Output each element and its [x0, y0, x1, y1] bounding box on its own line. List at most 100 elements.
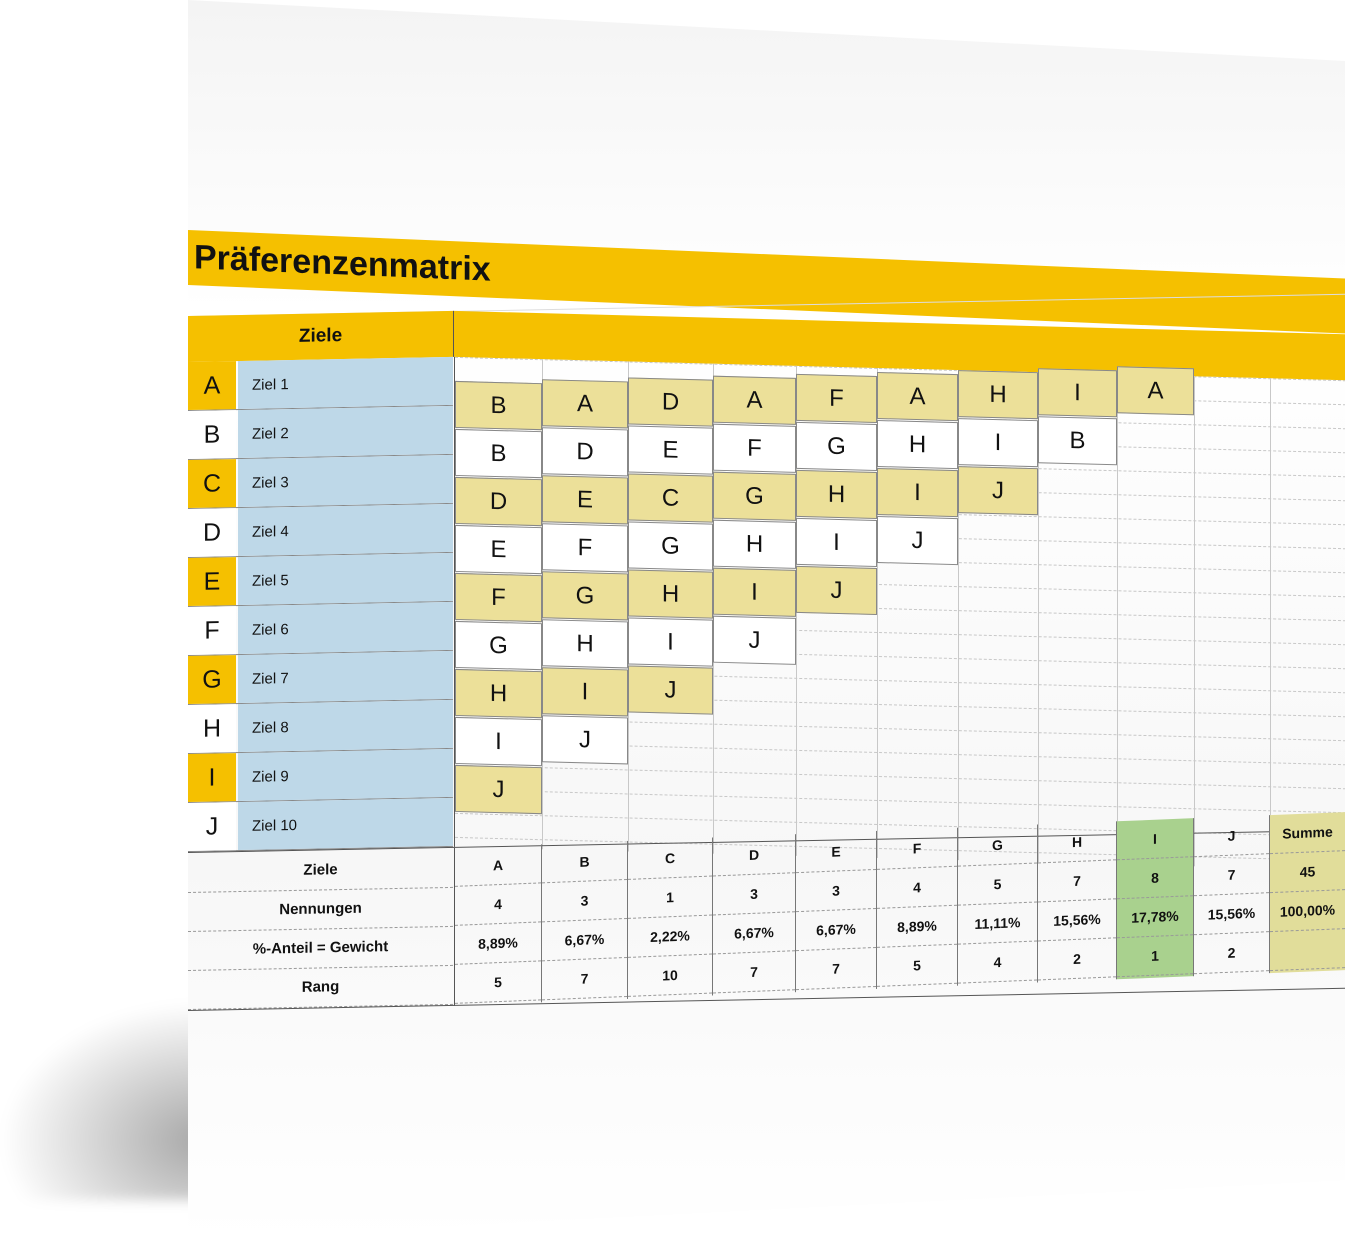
- goal-letter[interactable]: C: [188, 459, 236, 508]
- matrix-cell[interactable]: H: [542, 619, 628, 669]
- matrix-cell[interactable]: J: [877, 515, 958, 566]
- goal-letter[interactable]: G: [188, 655, 236, 704]
- matrix-cell[interactable]: I: [1038, 368, 1117, 418]
- matrix-cell[interactable]: H: [628, 569, 713, 619]
- matrix-cell[interactable]: A: [877, 371, 958, 422]
- goal-label[interactable]: Ziel 10: [238, 797, 453, 851]
- sum-cell-label[interactable]: Summe: [1270, 812, 1345, 855]
- summary-cell-ziel[interactable]: C: [628, 837, 712, 880]
- goal-label[interactable]: Ziel 3: [238, 454, 453, 508]
- summary-cell-ziel[interactable]: B: [542, 840, 627, 884]
- matrix-cell[interactable]: B: [455, 428, 542, 479]
- summary-cell-nennungen[interactable]: 3: [796, 869, 876, 913]
- goal-label[interactable]: Ziel 2: [238, 405, 453, 459]
- goal-label[interactable]: Ziel 7: [238, 650, 453, 704]
- summary-cell-nennungen[interactable]: 7: [1194, 854, 1269, 897]
- summary-cell-nennungen[interactable]: 1: [628, 876, 712, 919]
- matrix-cell[interactable]: F: [542, 523, 628, 573]
- matrix-cell[interactable]: G: [796, 421, 877, 471]
- matrix-cell[interactable]: E: [455, 524, 542, 575]
- matrix-cell[interactable]: G: [713, 471, 796, 521]
- matrix-cell[interactable]: D: [455, 476, 542, 527]
- matrix-cell[interactable]: A: [542, 379, 628, 429]
- matrix-cell[interactable]: H: [713, 519, 796, 569]
- sum-cell-anteil[interactable]: 100,00%: [1270, 890, 1345, 933]
- summary-cell-anteil[interactable]: 15,56%: [1038, 899, 1116, 942]
- summary-cell-rang[interactable]: 7: [713, 951, 795, 994]
- sum-cell-nennungen[interactable]: 45: [1270, 851, 1345, 894]
- summary-cell-anteil[interactable]: 6,67%: [542, 918, 627, 962]
- summary-cell-anteil[interactable]: 17,78%: [1117, 896, 1193, 939]
- summary-cell-nennungen[interactable]: 5: [958, 863, 1037, 906]
- matrix-cell[interactable]: I: [713, 567, 796, 617]
- matrix-cell[interactable]: G: [542, 571, 628, 621]
- matrix-cell[interactable]: C: [628, 473, 713, 523]
- goal-label[interactable]: Ziel 4: [238, 503, 453, 557]
- matrix-cell[interactable]: H: [796, 469, 877, 519]
- summary-cell-ziel[interactable]: D: [713, 834, 795, 877]
- goal-letter[interactable]: E: [188, 557, 236, 606]
- matrix-cell[interactable]: I: [542, 667, 628, 717]
- goal-letter[interactable]: I: [188, 753, 236, 802]
- summary-cell-nennungen[interactable]: 7: [1038, 860, 1116, 903]
- matrix-cell[interactable]: J: [796, 565, 877, 615]
- summary-cell-anteil[interactable]: 6,67%: [713, 912, 795, 955]
- matrix-cell[interactable]: F: [796, 373, 877, 423]
- summary-cell-rang[interactable]: 10: [628, 954, 712, 997]
- summary-cell-rang[interactable]: 5: [877, 944, 957, 987]
- goal-label[interactable]: Ziel 6: [238, 601, 453, 655]
- matrix-cell[interactable]: J: [958, 466, 1038, 516]
- summary-cell-rang[interactable]: 5: [455, 961, 541, 1004]
- summary-cell-nennungen[interactable]: 4: [455, 883, 541, 926]
- summary-cell-anteil[interactable]: 2,22%: [628, 915, 712, 958]
- matrix-cell[interactable]: I: [877, 467, 958, 518]
- summary-cell-rang[interactable]: 7: [796, 947, 876, 991]
- matrix-cell[interactable]: B: [1038, 416, 1117, 466]
- summary-cell-ziel[interactable]: H: [1038, 821, 1116, 864]
- matrix-cell[interactable]: J: [628, 665, 713, 715]
- goal-letter[interactable]: A: [188, 361, 236, 410]
- matrix-cell[interactable]: J: [542, 715, 628, 765]
- goal-letter[interactable]: D: [188, 508, 236, 557]
- summary-cell-nennungen[interactable]: 8: [1117, 857, 1193, 900]
- summary-cell-nennungen[interactable]: 3: [713, 873, 795, 916]
- summary-cell-ziel[interactable]: E: [796, 830, 876, 874]
- sum-cell-rang[interactable]: [1270, 929, 1345, 972]
- matrix-cell[interactable]: E: [542, 475, 628, 525]
- summary-cell-ziel[interactable]: A: [455, 844, 541, 887]
- goal-label[interactable]: Ziel 9: [238, 748, 453, 802]
- goal-letter[interactable]: H: [188, 704, 236, 753]
- matrix-cell[interactable]: H: [455, 668, 542, 719]
- summary-cell-rang[interactable]: 7: [542, 957, 627, 1001]
- matrix-cell[interactable]: D: [628, 377, 713, 427]
- goal-letter[interactable]: J: [188, 802, 236, 851]
- summary-cell-anteil[interactable]: 6,67%: [796, 908, 876, 952]
- matrix-cell[interactable]: I: [796, 517, 877, 567]
- summary-cell-anteil[interactable]: 8,89%: [877, 905, 957, 948]
- summary-cell-ziel[interactable]: I: [1117, 818, 1193, 861]
- summary-cell-rang[interactable]: 2: [1038, 938, 1116, 981]
- matrix-cell[interactable]: F: [455, 572, 542, 623]
- summary-cell-nennungen[interactable]: 4: [877, 866, 957, 909]
- summary-cell-nennungen[interactable]: 3: [542, 879, 627, 923]
- matrix-cell[interactable]: J: [455, 764, 542, 815]
- matrix-cell[interactable]: I: [628, 617, 713, 667]
- matrix-cell[interactable]: D: [542, 427, 628, 477]
- matrix-cell[interactable]: E: [628, 425, 713, 475]
- matrix-cell[interactable]: H: [877, 419, 958, 470]
- matrix-cell[interactable]: H: [958, 370, 1038, 420]
- goal-label[interactable]: Ziel 8: [238, 699, 453, 753]
- goal-letter[interactable]: F: [188, 606, 236, 655]
- goal-label[interactable]: Ziel 1: [238, 356, 453, 410]
- matrix-cell[interactable]: G: [455, 620, 542, 671]
- matrix-cell[interactable]: I: [958, 418, 1038, 468]
- summary-cell-rang[interactable]: 4: [958, 941, 1037, 984]
- matrix-cell[interactable]: A: [1117, 366, 1194, 416]
- goal-label[interactable]: Ziel 5: [238, 552, 453, 606]
- matrix-cell[interactable]: F: [713, 423, 796, 473]
- summary-cell-rang[interactable]: 2: [1194, 932, 1269, 975]
- summary-cell-ziel[interactable]: J: [1194, 815, 1269, 858]
- summary-cell-ziel[interactable]: F: [877, 827, 957, 870]
- goal-letter[interactable]: B: [188, 410, 236, 459]
- summary-cell-anteil[interactable]: 15,56%: [1194, 893, 1269, 936]
